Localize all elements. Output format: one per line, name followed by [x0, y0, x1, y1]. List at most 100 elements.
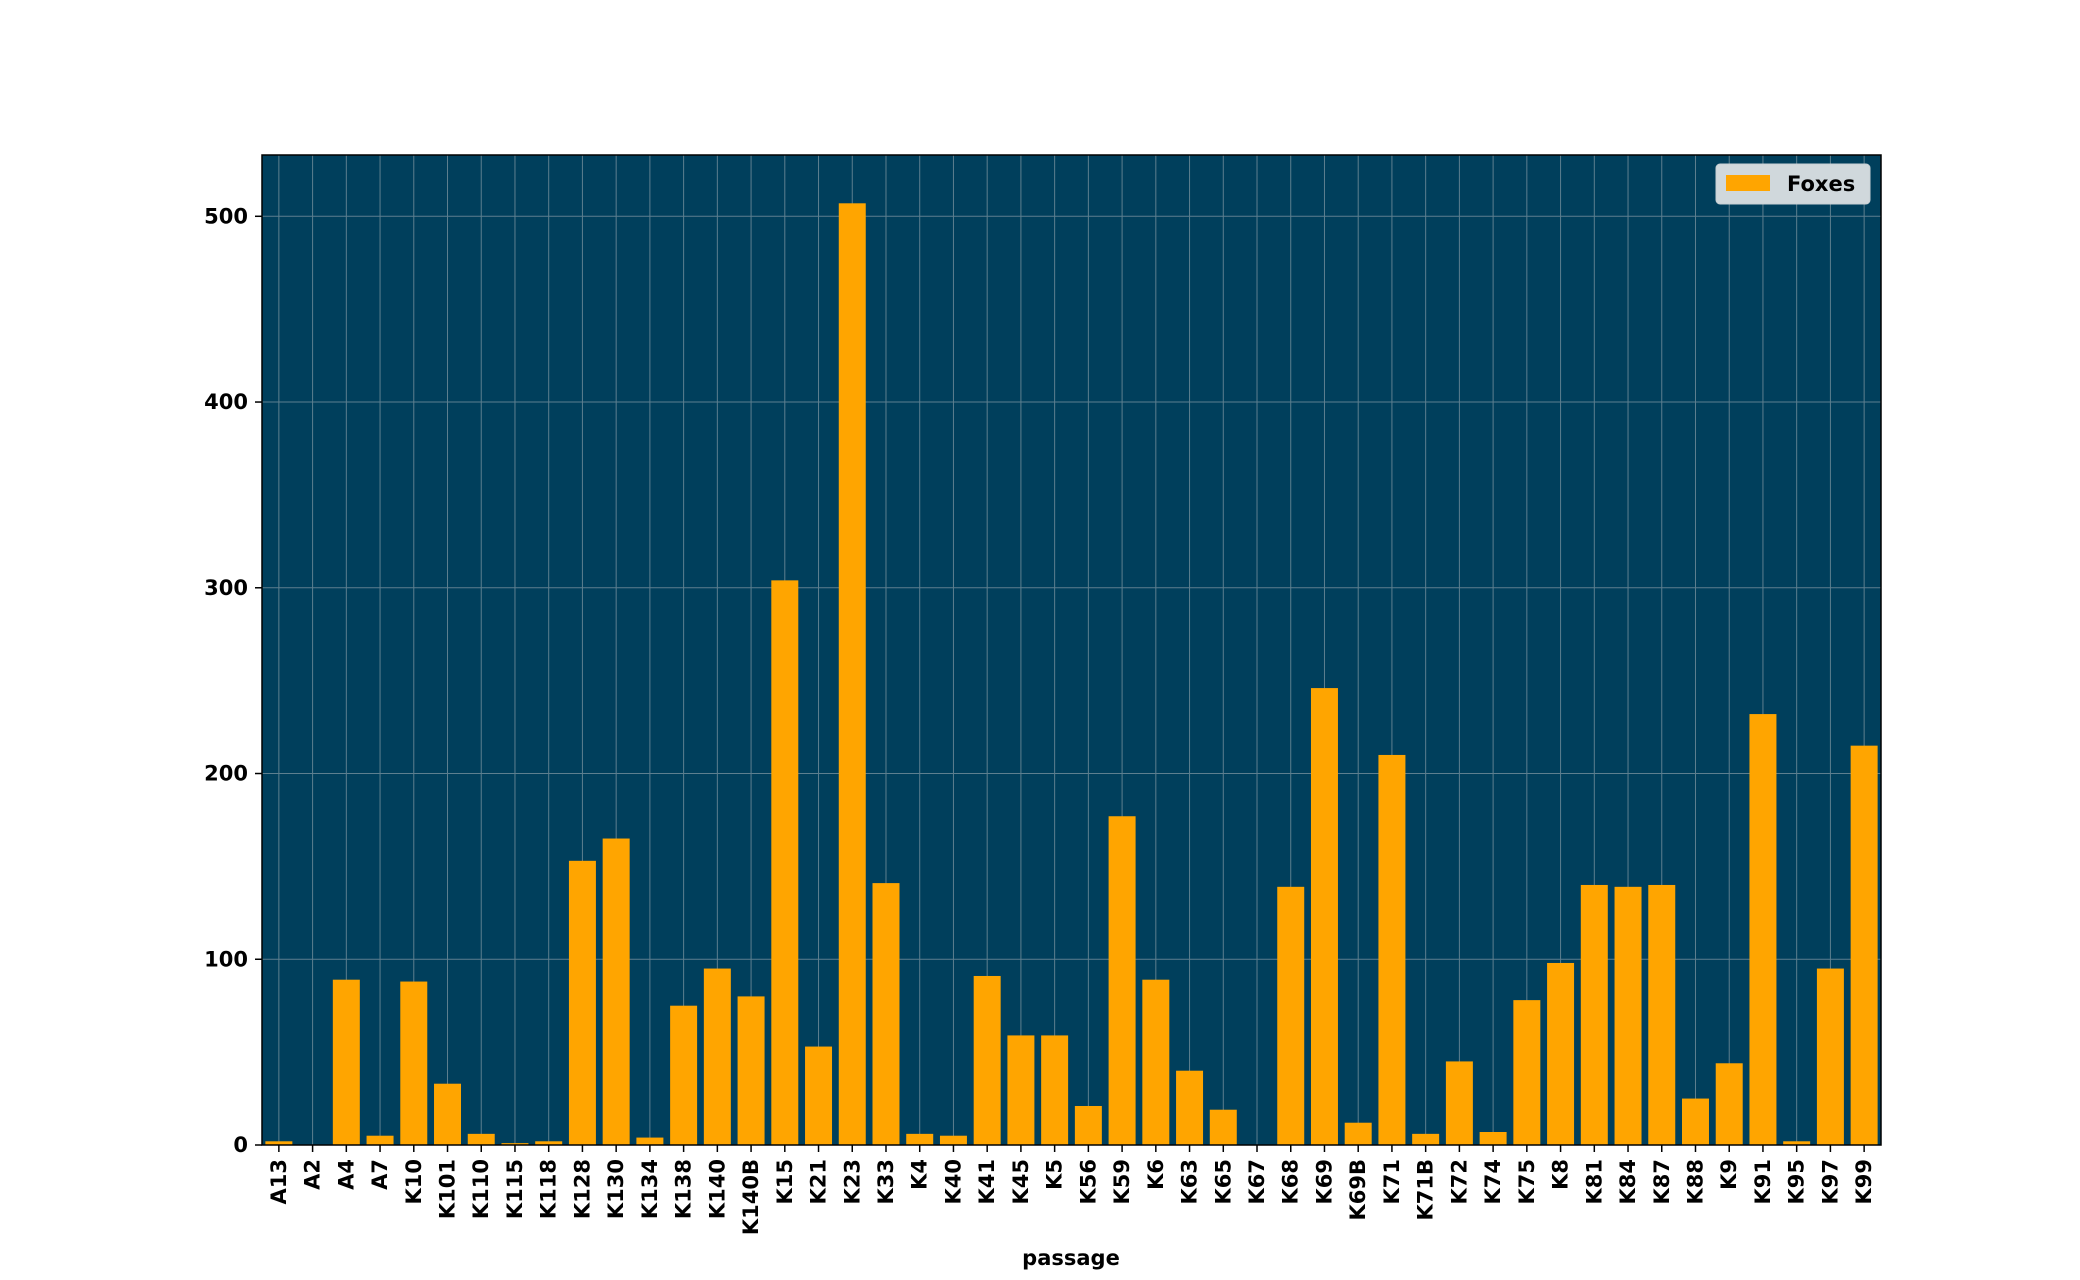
bar-K128	[568, 860, 596, 1145]
x-tick-label: K115	[503, 1159, 527, 1219]
bar-K134	[636, 1137, 664, 1145]
bar-K9	[1715, 1063, 1743, 1145]
x-tick-label: K10	[402, 1159, 426, 1205]
x-tick-label: K91	[1751, 1159, 1775, 1205]
bar-A7	[366, 1135, 394, 1145]
bar-K4	[906, 1133, 934, 1145]
x-tick-label: K8	[1549, 1159, 1573, 1190]
x-tick-label: K59	[1110, 1159, 1134, 1205]
x-tick-label: K101	[436, 1159, 460, 1219]
bar-K59	[1108, 816, 1136, 1145]
x-tick-label: K69B	[1346, 1159, 1370, 1221]
x-tick-label: K71	[1380, 1159, 1404, 1205]
bar-K84	[1614, 886, 1642, 1145]
x-tick-label: K97	[1818, 1159, 1842, 1205]
x-tick-label: K128	[570, 1159, 594, 1219]
x-tick-label: K63	[1178, 1159, 1202, 1205]
x-tick-label: K23	[840, 1159, 864, 1205]
legend: Foxes	[1715, 163, 1871, 205]
x-tick-label: K9	[1717, 1159, 1741, 1190]
bar-K65	[1209, 1109, 1237, 1145]
bar-K45	[1007, 1035, 1035, 1145]
x-tick-label: K69	[1312, 1159, 1336, 1205]
x-tick-label: A2	[301, 1159, 325, 1190]
bar-K140	[703, 968, 731, 1145]
bar-A4	[332, 979, 360, 1145]
bar-K71B	[1412, 1133, 1440, 1145]
bar-K95	[1783, 1141, 1811, 1145]
bar-K71	[1378, 754, 1406, 1145]
x-tick-label: K88	[1683, 1159, 1707, 1205]
bar-K40	[939, 1135, 967, 1145]
bar-K115	[501, 1143, 529, 1145]
x-tick-label: K45	[1009, 1159, 1033, 1205]
x-tick-label: A4	[334, 1159, 358, 1190]
bar-K68	[1277, 886, 1305, 1145]
x-tick-label: K71B	[1414, 1159, 1438, 1221]
bars	[265, 203, 1878, 1146]
x-tick-label: K72	[1447, 1159, 1471, 1205]
x-tick-label: K40	[941, 1159, 965, 1205]
bar-K74	[1479, 1131, 1507, 1145]
bar-K118	[535, 1141, 563, 1145]
plot-frame	[261, 154, 1882, 1146]
x-tick-label: K75	[1515, 1159, 1539, 1205]
bar-K8	[1547, 962, 1575, 1145]
x-tick-label: K67	[1245, 1159, 1269, 1205]
x-tick-label: K95	[1785, 1159, 1809, 1205]
y-tick-label: 300	[204, 576, 248, 600]
x-tick-label: K41	[975, 1159, 999, 1205]
x-tick-label: K4	[908, 1159, 932, 1190]
bar-K87	[1648, 884, 1676, 1145]
y-tick-label: 200	[204, 762, 248, 786]
x-tick-label: K33	[874, 1159, 898, 1205]
bar-K23	[838, 203, 866, 1146]
x-tick-label: K118	[537, 1159, 561, 1219]
x-tick-label: K87	[1650, 1159, 1674, 1205]
bar-K81	[1580, 884, 1608, 1145]
bar-K99	[1850, 745, 1878, 1145]
bar-K91	[1749, 714, 1777, 1145]
bar-K110	[467, 1133, 495, 1145]
y-tick-label: 500	[204, 204, 248, 228]
bar-K5	[1041, 1035, 1069, 1145]
bar-K6	[1142, 979, 1170, 1145]
bar-K63	[1176, 1070, 1204, 1145]
bar-K88	[1681, 1098, 1709, 1145]
bar-A13	[265, 1141, 293, 1145]
bar-K97	[1816, 968, 1844, 1145]
x-tick-label: K65	[1211, 1159, 1235, 1205]
x-tick-label: K99	[1852, 1159, 1876, 1205]
x-tick-label: K15	[773, 1159, 797, 1205]
bar-K56	[1074, 1105, 1102, 1145]
bar-K69B	[1344, 1122, 1372, 1145]
bar-K21	[805, 1046, 833, 1145]
y-axis: 0 100 200 300 400 500	[204, 204, 262, 1157]
bar-K69	[1310, 688, 1338, 1145]
x-tick-label: K84	[1616, 1159, 1640, 1205]
legend-box	[1715, 163, 1871, 205]
bar-K10	[400, 981, 428, 1145]
bar-K138	[670, 1005, 698, 1145]
bar-K130	[602, 838, 630, 1145]
legend-swatch	[1726, 175, 1770, 191]
x-axis-label: passage	[1022, 1246, 1120, 1270]
x-tick-label: K74	[1481, 1159, 1505, 1205]
plot-area	[262, 155, 1881, 1145]
x-tick-label: K5	[1043, 1159, 1067, 1190]
x-tick-label: K140B	[739, 1159, 763, 1235]
x-tick-label: A13	[267, 1159, 291, 1204]
x-tick-label: K81	[1582, 1159, 1606, 1205]
x-tick-label: K138	[672, 1159, 696, 1219]
bar-K140B	[737, 996, 765, 1145]
x-tick-label: K134	[638, 1159, 662, 1219]
bar-K41	[973, 975, 1001, 1145]
bar-K15	[771, 580, 799, 1145]
x-tick-label: K68	[1279, 1159, 1303, 1205]
x-tick-label: K21	[807, 1159, 831, 1205]
x-tick-label: K130	[604, 1159, 628, 1219]
legend-label: Foxes	[1787, 172, 1855, 196]
bar-K33	[872, 883, 900, 1145]
y-tick-label: 100	[204, 947, 248, 971]
